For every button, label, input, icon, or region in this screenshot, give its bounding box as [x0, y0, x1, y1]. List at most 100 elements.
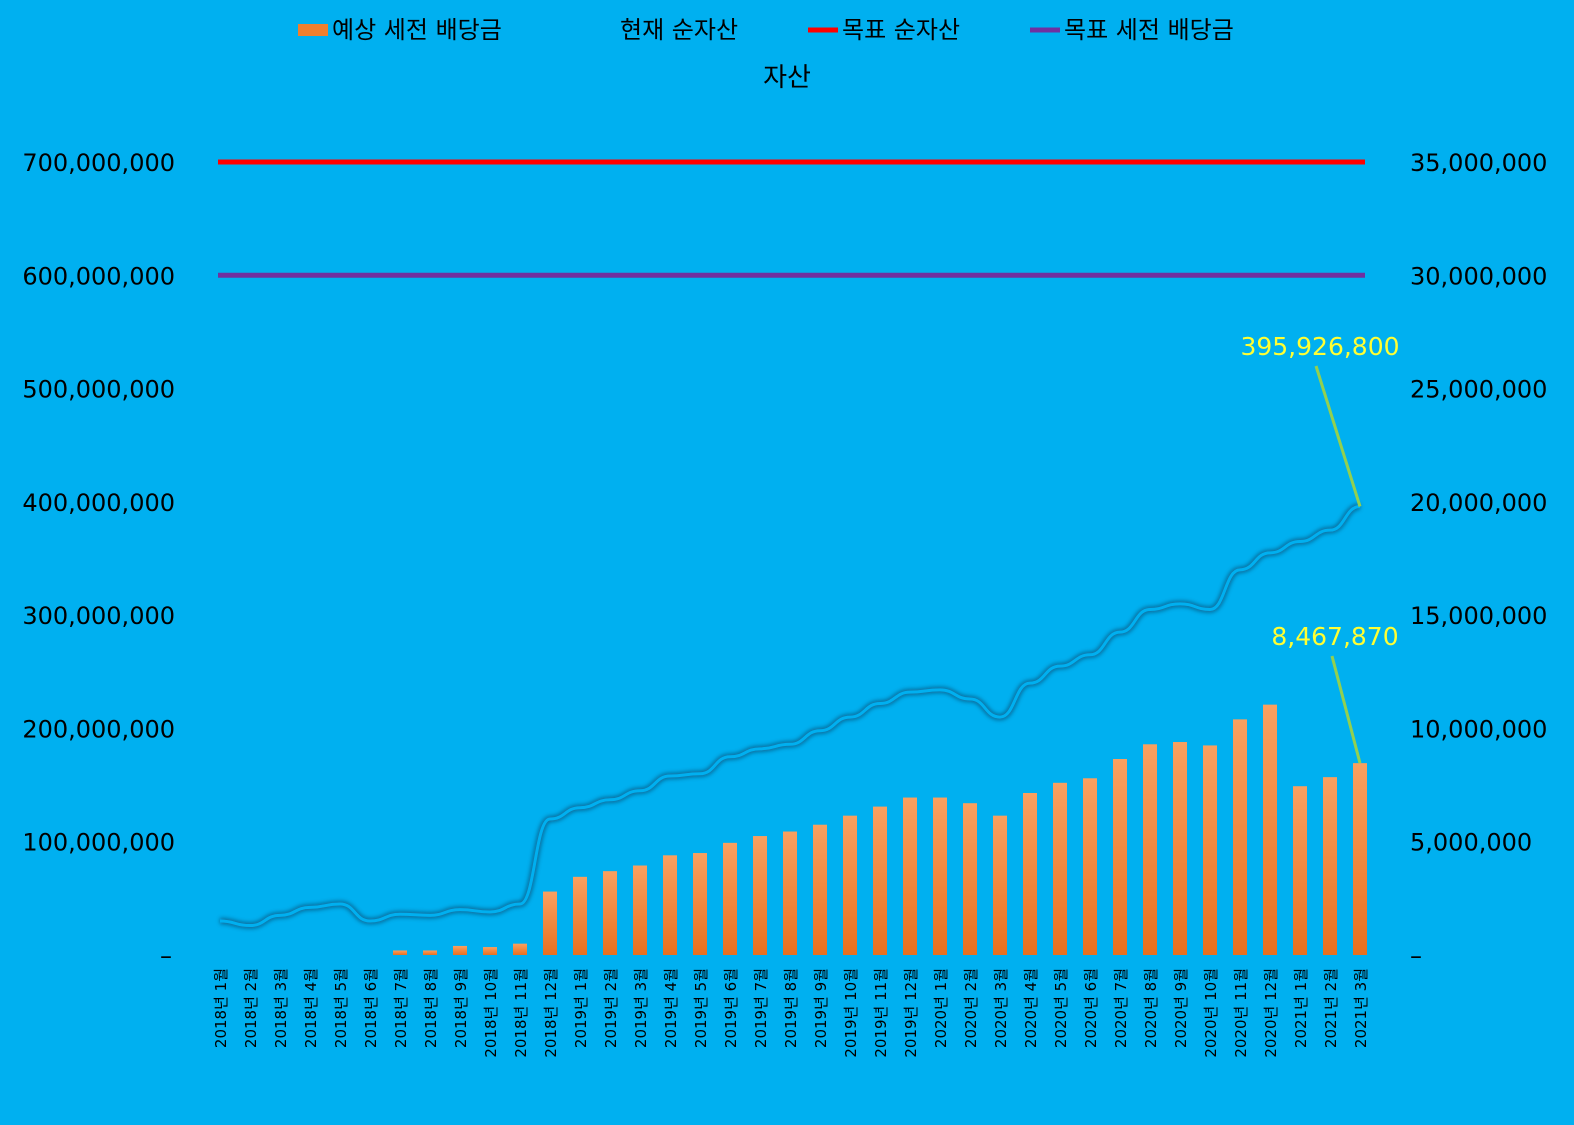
right-axis-tick-label: 35,000,000: [1410, 149, 1547, 177]
category-label: 2019년 3월: [632, 968, 650, 1048]
bar: [573, 876, 587, 955]
category-label: 2020년 7월: [1112, 968, 1130, 1048]
category-label: 2019년 1월: [572, 968, 590, 1048]
bar: [483, 947, 497, 955]
legend-label: 목표 세전 배당금: [1064, 16, 1234, 44]
annotation-leader-line: [1330, 655, 1362, 764]
bar: [993, 815, 1007, 955]
bar: [393, 950, 407, 955]
bar: [903, 797, 917, 955]
right-axis-tick-label: 10,000,000: [1410, 715, 1547, 743]
left-axis-tick-label: 300,000,000: [22, 602, 175, 630]
category-label: 2018년 7월: [392, 968, 410, 1048]
category-label: 2018년 1월: [212, 968, 230, 1048]
bar: [1173, 742, 1187, 955]
bar: [843, 815, 857, 955]
bar: [1143, 744, 1157, 955]
bar: [1203, 745, 1217, 955]
bar: [1053, 782, 1067, 955]
legend-label: 목표 순자산: [842, 16, 960, 44]
category-label: 2019년 4월: [662, 968, 680, 1048]
legend-label: 현재 순자산: [620, 16, 738, 44]
right-axis-tick-label: 5,000,000: [1410, 829, 1532, 857]
bar: [783, 831, 797, 955]
right-axis-tick-label: –: [1410, 942, 1422, 970]
left-axis-tick-label: –: [160, 942, 172, 970]
category-label: 2019년 5월: [692, 968, 710, 1048]
left-axis-tick-label: 600,000,000: [22, 262, 175, 290]
category-label: 2019년 7월: [752, 968, 770, 1048]
left-axis-tick-label: 100,000,000: [22, 829, 175, 857]
bar: [513, 943, 527, 955]
legend-swatch: [298, 24, 328, 36]
bar: [933, 797, 947, 955]
category-label: 2020년 3월: [992, 968, 1010, 1048]
right-axis-tick-label: 25,000,000: [1410, 376, 1547, 404]
category-label: 2018년 12월: [542, 968, 560, 1058]
category-label: 2020년 4월: [1022, 968, 1040, 1048]
category-label: 2018년 6월: [362, 968, 380, 1048]
legend-label: 예상 세전 배당금: [332, 16, 502, 44]
data-label: 8,467,870: [1271, 622, 1398, 651]
category-label: 2018년 4월: [302, 968, 320, 1048]
bar: [873, 806, 887, 955]
series-line: [219, 504, 1361, 928]
chart-title: 자산: [763, 63, 811, 93]
category-label: 2020년 10월: [1202, 968, 1220, 1058]
category-label: 2019년 2월: [602, 968, 620, 1048]
right-axis-tick-label: 15,000,000: [1410, 602, 1547, 630]
bar: [723, 842, 737, 955]
right-axis-tick-label: 20,000,000: [1410, 489, 1547, 517]
category-label: 2018년 11월: [512, 968, 530, 1058]
category-label: 2018년 3월: [272, 968, 290, 1048]
category-label: 2018년 8월: [422, 968, 440, 1048]
bar: [633, 865, 647, 955]
left-axis-tick-label: 500,000,000: [22, 376, 175, 404]
category-label: 2020년 1월: [932, 968, 950, 1048]
category-label: 2019년 10월: [842, 968, 860, 1058]
category-label: 2020년 5월: [1052, 968, 1070, 1048]
bar: [663, 855, 677, 955]
category-label: 2019년 9월: [812, 968, 830, 1048]
bar: [753, 836, 767, 955]
left-axis-tick-label: 700,000,000: [22, 149, 175, 177]
category-label: 2021년 1월: [1292, 968, 1310, 1048]
bar: [603, 871, 617, 955]
right-axis-tick-label: 30,000,000: [1410, 262, 1547, 290]
bar: [1113, 759, 1127, 955]
category-label: 2019년 11월: [872, 968, 890, 1058]
bar: [1083, 778, 1097, 955]
annotation-leader-line: [1314, 365, 1362, 507]
bar: [423, 950, 437, 955]
bar: [813, 824, 827, 955]
data-label: 395,926,800: [1240, 332, 1399, 361]
category-label: 2018년 2월: [242, 968, 260, 1048]
bar: [543, 891, 557, 955]
bar: [963, 803, 977, 955]
category-label: 2018년 5월: [332, 968, 350, 1048]
category-label: 2019년 6월: [722, 968, 740, 1048]
bar: [1263, 704, 1277, 955]
category-label: 2018년 9월: [452, 968, 470, 1048]
category-label: 2020년 2월: [962, 968, 980, 1048]
category-label: 2018년 10월: [482, 968, 500, 1058]
bar: [453, 945, 467, 955]
bar: [1233, 719, 1247, 955]
left-axis-tick-label: 200,000,000: [22, 715, 175, 743]
category-label: 2019년 8월: [782, 968, 800, 1048]
bar: [1353, 763, 1367, 955]
category-label: 2019년 12월: [902, 968, 920, 1058]
category-label: 2020년 12월: [1262, 968, 1280, 1058]
bar: [693, 853, 707, 955]
bar: [1323, 777, 1337, 955]
category-label: 2021년 2월: [1322, 968, 1340, 1048]
category-label: 2020년 8월: [1142, 968, 1160, 1048]
category-label: 2020년 6월: [1082, 968, 1100, 1048]
category-label: 2020년 11월: [1232, 968, 1250, 1058]
bar: [1293, 786, 1307, 955]
category-label: 2021년 3월: [1352, 968, 1370, 1048]
category-label: 2020년 9월: [1172, 968, 1190, 1048]
bar: [1023, 793, 1037, 955]
